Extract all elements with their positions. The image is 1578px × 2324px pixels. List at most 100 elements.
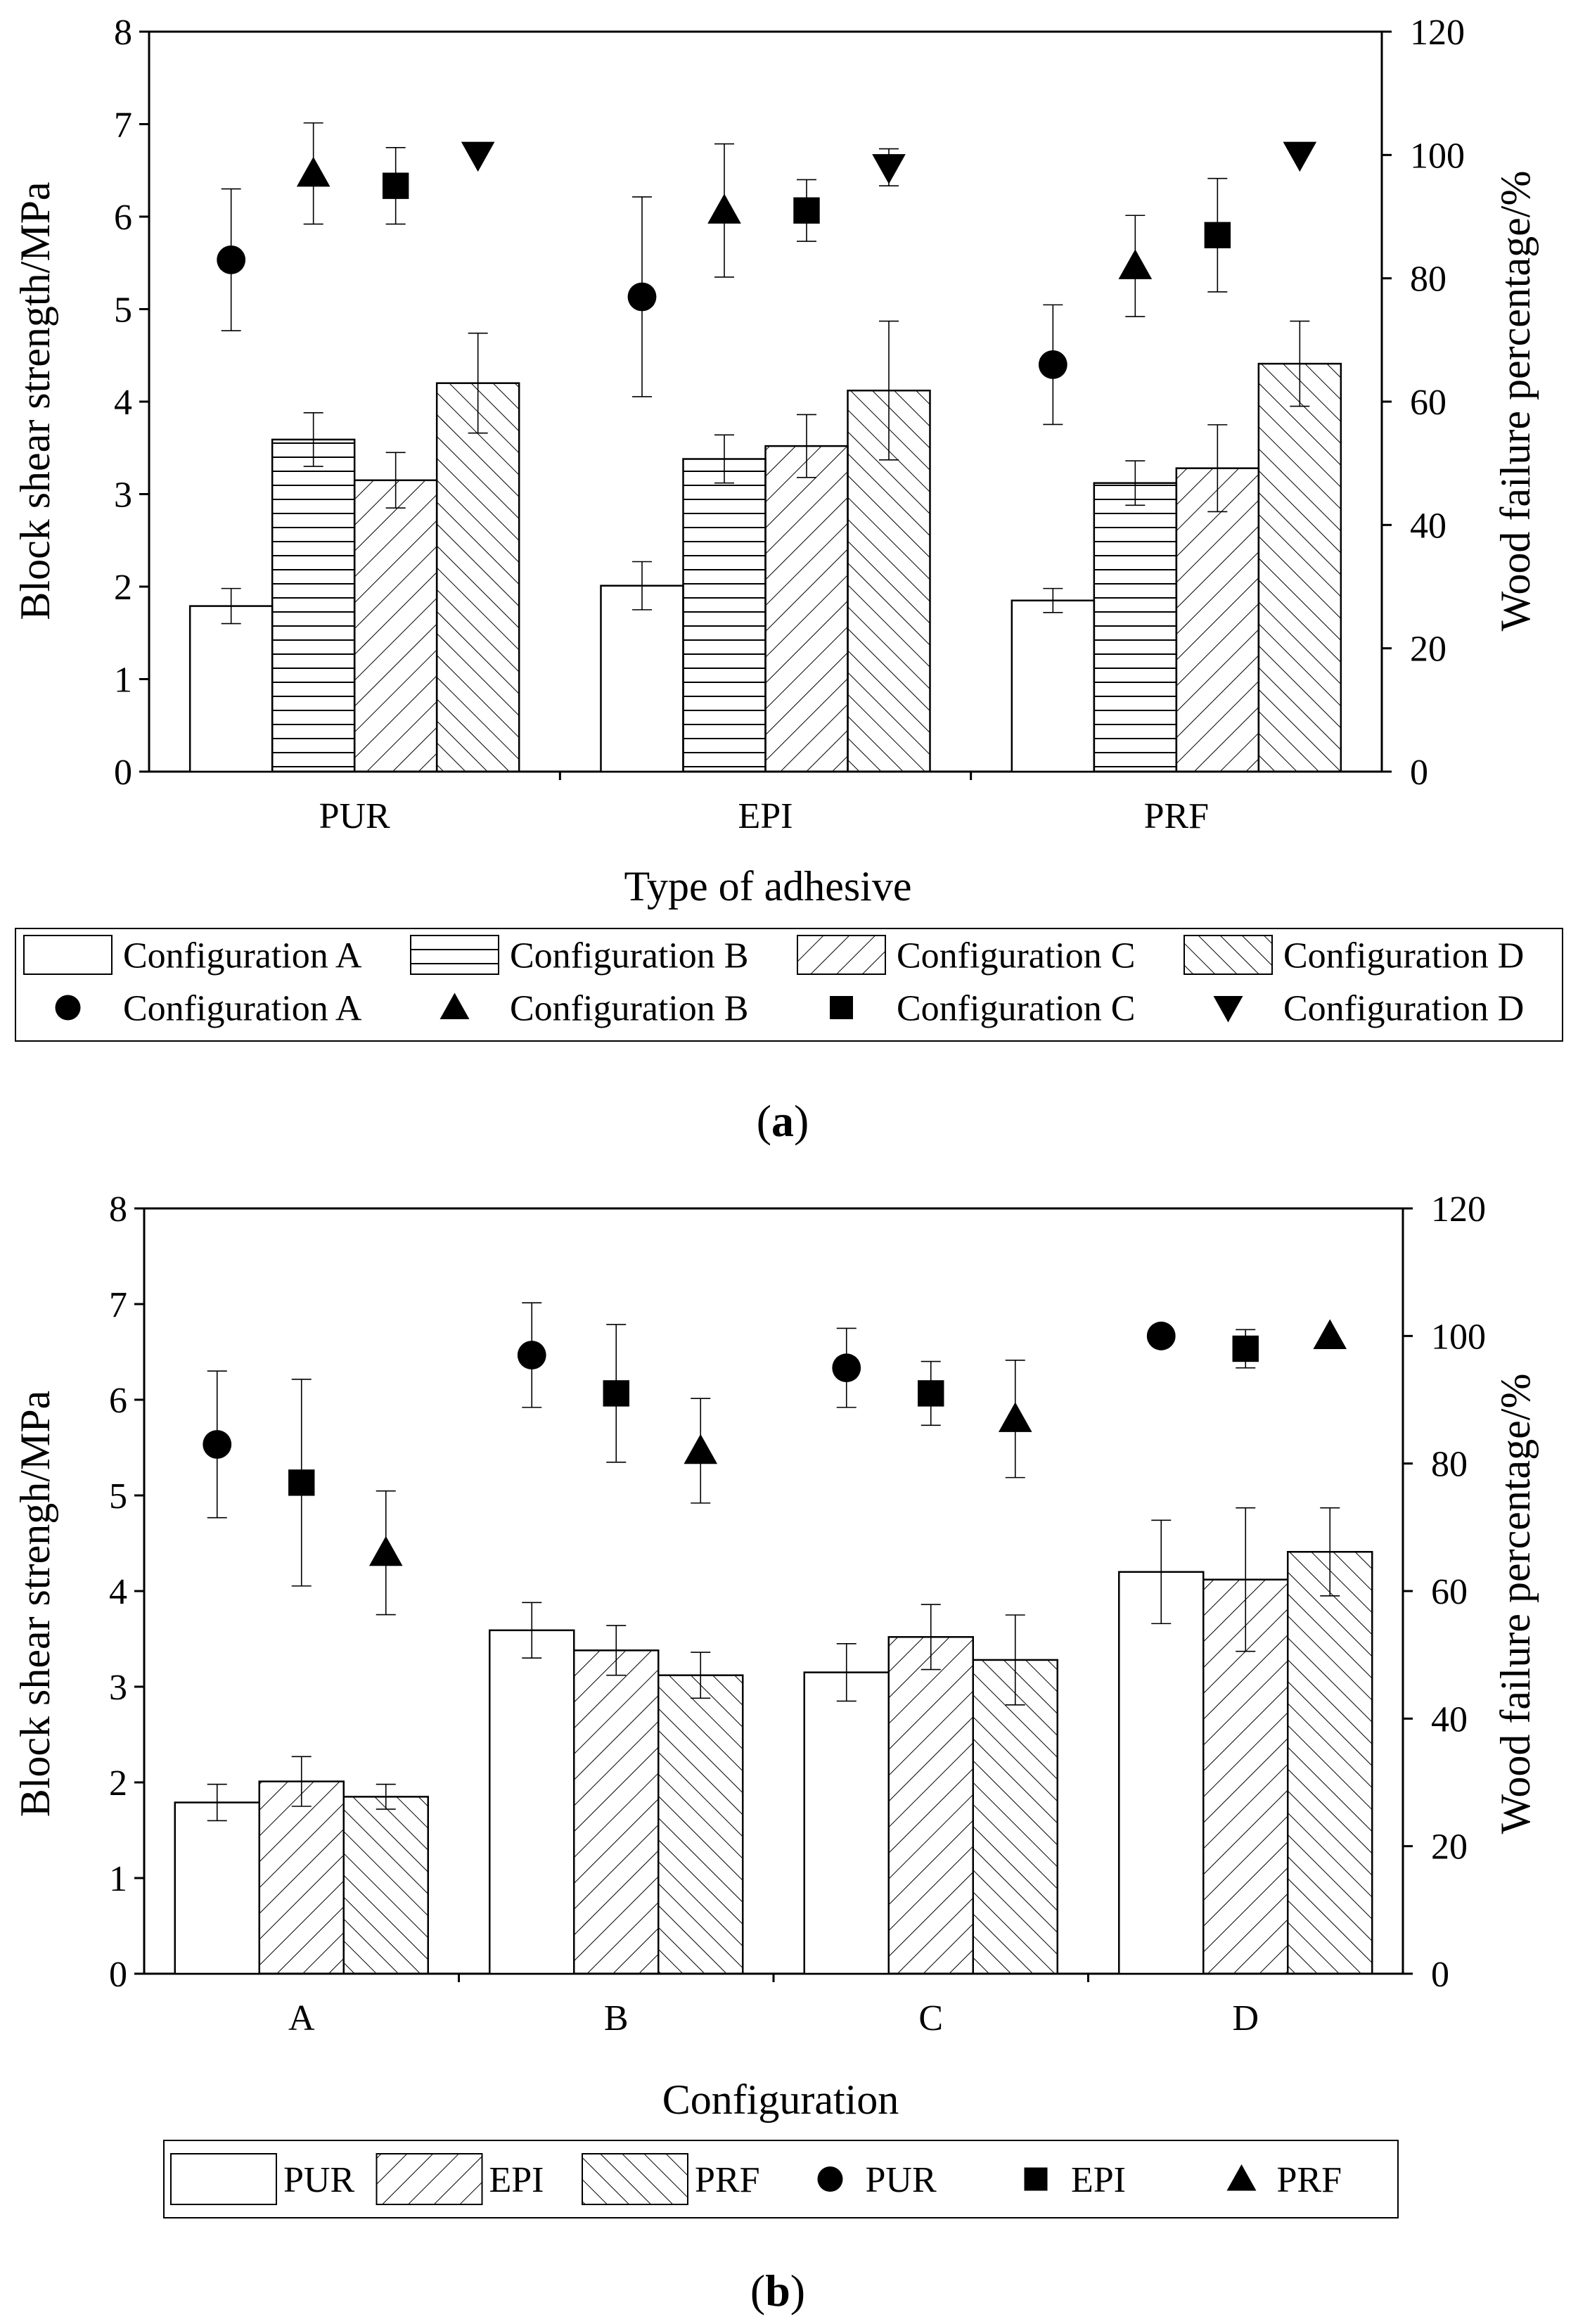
y2-tick-label: 0 bbox=[1431, 1955, 1449, 1995]
y2-tick-label: 120 bbox=[1410, 13, 1465, 53]
y-tick-label: 2 bbox=[109, 1763, 127, 1803]
legend-marker bbox=[1226, 2164, 1257, 2191]
panel-a-y2label: Wood failure percentage/% bbox=[1492, 171, 1539, 632]
data-point bbox=[793, 197, 820, 224]
y-tick-label: 8 bbox=[114, 13, 132, 53]
data-point bbox=[1146, 1321, 1176, 1351]
data-point bbox=[461, 141, 495, 172]
x-tick-label: A bbox=[288, 1998, 315, 2038]
x-tick-label: PRF bbox=[1144, 796, 1210, 836]
y-tick-label: 6 bbox=[109, 1381, 127, 1421]
y-tick-label: 6 bbox=[114, 198, 132, 238]
data-point bbox=[368, 1536, 403, 1566]
data-point bbox=[707, 193, 741, 224]
legend-bar-label: Configuration C bbox=[897, 936, 1135, 976]
y-tick-label: 4 bbox=[109, 1572, 127, 1612]
legend-bar-swatch bbox=[797, 935, 886, 975]
legend-bar-swatch bbox=[1184, 935, 1273, 975]
panel-b-y2label: Wood failure percentage/% bbox=[1492, 1374, 1539, 1834]
data-point bbox=[1038, 350, 1067, 379]
bar bbox=[1093, 482, 1178, 773]
bar bbox=[803, 1671, 890, 1975]
y2-tick-label: 120 bbox=[1431, 1189, 1486, 1230]
legend-frame bbox=[15, 928, 1563, 1042]
bar bbox=[682, 458, 766, 773]
bar bbox=[258, 1780, 345, 1975]
bar bbox=[658, 1674, 744, 1975]
legend-bar-swatch bbox=[410, 935, 499, 975]
data-point bbox=[832, 1353, 861, 1383]
data-point bbox=[998, 1402, 1032, 1432]
bar bbox=[353, 479, 438, 773]
x-tick-label: D bbox=[1232, 1998, 1259, 2038]
bar bbox=[972, 1659, 1058, 1975]
legend-marker-label: EPI bbox=[1071, 2160, 1126, 2200]
legend-bar-swatch bbox=[582, 2153, 688, 2205]
data-point bbox=[1204, 222, 1231, 248]
bar bbox=[188, 605, 274, 773]
legend-bar-label: Configuration A bbox=[123, 936, 362, 976]
y-tick-label: 7 bbox=[114, 106, 132, 146]
data-point bbox=[603, 1380, 629, 1407]
data-point bbox=[1313, 1319, 1347, 1350]
legend-marker-label: Configuration B bbox=[510, 989, 748, 1029]
bar bbox=[174, 1801, 260, 1975]
y2-tick-label: 100 bbox=[1410, 136, 1465, 176]
y-tick-label: 4 bbox=[114, 383, 132, 423]
panel-b-legend: PUR EPI PRF PUR EPI PRF bbox=[163, 2140, 1399, 2218]
y-tick-label: 2 bbox=[114, 568, 132, 608]
legend-bar-label: Configuration B bbox=[510, 936, 748, 976]
legend-bar-swatch bbox=[376, 2153, 483, 2205]
bar bbox=[1175, 467, 1260, 773]
y2-tick-label: 40 bbox=[1410, 506, 1446, 546]
bar bbox=[342, 1796, 429, 1975]
data-point bbox=[517, 1341, 546, 1370]
y2-tick-label: 0 bbox=[1410, 753, 1428, 793]
data-point bbox=[288, 1469, 315, 1496]
x-tick-label: C bbox=[918, 1998, 943, 2038]
bar bbox=[1287, 1550, 1373, 1975]
data-point bbox=[1232, 1335, 1259, 1362]
panel-a-xlabel: Type of adhesive bbox=[624, 863, 912, 909]
y-tick-label: 0 bbox=[109, 1955, 127, 1995]
y-tick-label: 3 bbox=[109, 1668, 127, 1708]
y2-tick-label: 20 bbox=[1431, 1827, 1468, 1868]
legend-marker-label: PUR bbox=[866, 2160, 937, 2200]
bar bbox=[271, 438, 356, 773]
x-tick-label: EPI bbox=[738, 796, 793, 836]
bar bbox=[573, 1649, 660, 1975]
legend-marker bbox=[440, 992, 470, 1019]
legend-bar-label: Configuration D bbox=[1283, 936, 1524, 976]
legend-marker-label: Configuration A bbox=[123, 989, 362, 1029]
legend-marker-label: Configuration C bbox=[897, 989, 1135, 1029]
y-tick-label: 1 bbox=[114, 660, 132, 701]
data-point bbox=[1283, 141, 1317, 172]
panel-b-xlabel: Configuration bbox=[662, 2076, 899, 2123]
bar bbox=[887, 1636, 974, 1975]
bar bbox=[489, 1629, 575, 1975]
legend-marker-label: Configuration D bbox=[1283, 989, 1524, 1029]
y2-tick-label: 100 bbox=[1431, 1317, 1486, 1357]
bar bbox=[435, 382, 520, 773]
legend-marker bbox=[817, 2166, 843, 2192]
panel-a-ylabel: Block shear strength/MPa bbox=[12, 181, 58, 620]
y-tick-label: 1 bbox=[109, 1859, 127, 1899]
legend-bar-label: PRF bbox=[695, 2160, 760, 2200]
data-point bbox=[382, 172, 409, 199]
bar bbox=[1257, 362, 1342, 773]
x-tick-label: PUR bbox=[319, 796, 390, 836]
legend-marker bbox=[830, 996, 853, 1019]
legend-marker bbox=[1213, 996, 1243, 1023]
y-tick-label: 0 bbox=[114, 753, 132, 793]
y2-tick-label: 80 bbox=[1410, 260, 1446, 300]
y2-tick-label: 60 bbox=[1410, 383, 1446, 423]
y-tick-label: 5 bbox=[114, 290, 132, 331]
bar bbox=[764, 445, 849, 773]
data-point bbox=[918, 1380, 944, 1407]
bar bbox=[1011, 599, 1096, 773]
y-tick-label: 7 bbox=[109, 1285, 127, 1325]
panel-a-label: (a) bbox=[757, 1096, 809, 1146]
